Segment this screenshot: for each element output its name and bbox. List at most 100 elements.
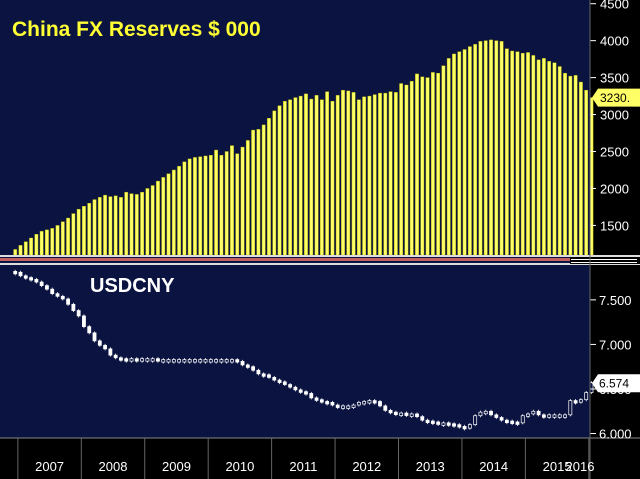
reserves-bar [441, 65, 446, 256]
usdcny-candle [235, 359, 240, 363]
usdcny-candle [541, 414, 546, 418]
reserves-bar [415, 73, 419, 256]
usdcny-candle [251, 366, 256, 371]
reserves-last-value-label: 3230. [600, 91, 630, 105]
reserves-title: China FX Reserves $ 000 [12, 18, 261, 41]
usdcny-candle [452, 423, 456, 427]
reserves-bar [357, 99, 361, 256]
reserves-bar [568, 75, 573, 256]
reserves-bar [425, 77, 430, 256]
usdcny-candle [119, 357, 123, 361]
reserves-bar [76, 208, 81, 256]
reserves-bar [468, 46, 472, 256]
usdcny-candle [483, 410, 488, 415]
usdcny-candle [150, 358, 155, 362]
usdcny-candle [277, 379, 282, 383]
y-axis-panel [590, 0, 640, 479]
reserves-bar [113, 195, 118, 256]
reserves-bar [82, 206, 86, 256]
reserves-bar [330, 101, 335, 256]
reserves-bar [235, 153, 240, 256]
usdcny-candle [134, 358, 139, 362]
usdcny-candle [341, 405, 345, 409]
reserves-bar [177, 166, 181, 256]
reserves-bar [457, 51, 462, 256]
usdcny-candle [441, 422, 446, 426]
reserves-bar [579, 81, 583, 256]
divider-handle-line [571, 262, 637, 263]
reserves-bar [140, 191, 144, 256]
reserves-bar [526, 52, 530, 256]
usdcny-candle [177, 359, 182, 363]
usdcny-candle [568, 400, 573, 416]
usdcny-candle [372, 400, 377, 404]
usdcny-candle [29, 277, 33, 281]
reserves-bar [288, 99, 292, 256]
usdcny-candle [462, 426, 467, 430]
reserves-bars [13, 39, 594, 256]
reserves-bar [431, 72, 435, 256]
usdcny-candle [351, 404, 356, 408]
reserves-bar [92, 199, 97, 256]
usdcny-candle [552, 414, 557, 418]
reserves-bar [261, 124, 266, 256]
usdcny-candle [330, 402, 335, 406]
usdcny-candle [584, 392, 589, 401]
usdcny-candle [113, 354, 118, 359]
x-tick-label: 2007 [35, 459, 64, 474]
reserves-bar [150, 185, 155, 256]
reserves-bar [230, 145, 234, 256]
reserves-bar [60, 221, 65, 256]
usdcny-candle [92, 332, 97, 342]
reserves-bar [50, 228, 55, 256]
reserves-bar [320, 99, 324, 256]
usdcny-candle [171, 359, 176, 363]
usdcny-candle [230, 359, 234, 363]
usdcny-candle [55, 293, 60, 297]
usdcny-candle [520, 415, 525, 424]
panel-divider-accent [0, 258, 640, 261]
usdcny-candle [531, 410, 536, 415]
reserves-y-tick-label: 2000 [600, 181, 629, 196]
reserves-bar [483, 40, 488, 256]
usdcny-candle [39, 281, 44, 286]
usdcny-candle [489, 410, 493, 416]
reserves-bar [124, 191, 129, 256]
usdcny-candle [203, 359, 208, 363]
reserves-bar [283, 101, 287, 256]
reserves-bar [409, 81, 414, 256]
usdcny-y-tick-label: 7.500 [599, 293, 632, 308]
x-tick-label: 2013 [416, 459, 445, 474]
usdcny-candle [34, 279, 39, 283]
usdcny-candle [335, 404, 340, 408]
reserves-bar [372, 94, 377, 256]
reserves-bar [346, 90, 351, 256]
usdcny-candle [288, 384, 293, 388]
reserves-bar [515, 51, 520, 256]
reserves-bar [18, 245, 23, 256]
usdcny-candle [124, 358, 129, 362]
reserves-bar [103, 194, 107, 256]
usdcny-candle [510, 420, 515, 424]
usdcny-candle [193, 359, 197, 363]
usdcny-candle [282, 381, 287, 385]
reserves-bar [55, 225, 60, 256]
usdcny-candle [76, 310, 81, 317]
usdcny-candle [388, 410, 393, 414]
usdcny-candle [383, 405, 388, 411]
usdcny-candle [319, 399, 324, 403]
reserves-bar [251, 129, 255, 256]
reserves-bar [542, 58, 546, 256]
reserves-bar [224, 151, 229, 256]
usdcny-candle [314, 397, 319, 401]
usdcny-candle [499, 417, 504, 421]
usdcny-candle [66, 298, 70, 305]
reserves-bar [119, 197, 123, 256]
usdcny-candle [45, 285, 49, 290]
reserves-bar [489, 39, 493, 256]
reserves-bar [552, 62, 557, 256]
x-tick-label: 2014 [479, 459, 508, 474]
x-tick-label: 2010 [225, 459, 254, 474]
reserves-bar [563, 72, 567, 256]
usdcny-candle [436, 421, 441, 425]
